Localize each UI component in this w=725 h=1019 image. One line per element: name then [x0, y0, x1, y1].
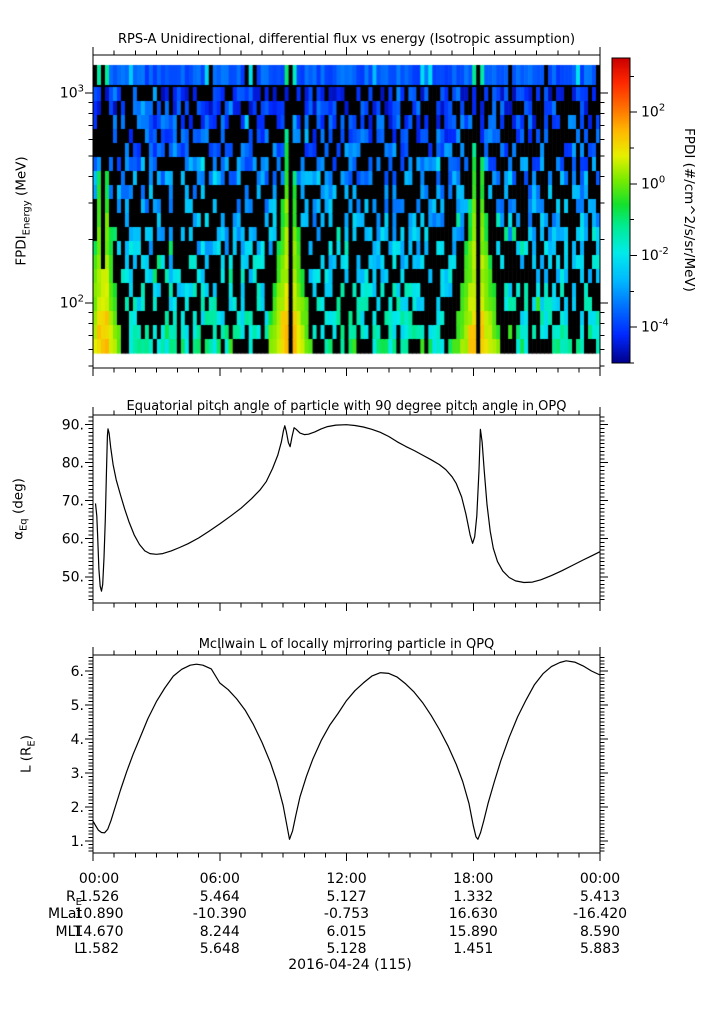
- table-value: 1.582: [78, 941, 120, 957]
- log-tick-label: 10-2: [641, 246, 669, 264]
- y-tick-label: 6.: [71, 664, 84, 680]
- log-tick-label: 102: [641, 103, 665, 121]
- spectrogram-heatmap: [93, 55, 600, 368]
- log-tick-label: 10-4: [641, 318, 669, 336]
- x-tick-label: 00:00: [579, 871, 621, 887]
- table-value: 14.670: [74, 923, 124, 940]
- table-value: 5.464: [199, 888, 240, 905]
- y-tick-label: 60.: [62, 532, 84, 548]
- table-row-label: RE: [65, 888, 82, 908]
- spectrogram-title: RPS-A Unidirectional, differential flux …: [117, 32, 576, 47]
- mcilwain-l: 1. 2. 3. 4. 5. 6.: [71, 647, 608, 861]
- spectrogram-axes: 102 103: [60, 47, 608, 376]
- y-tick-label: 2.: [71, 800, 84, 816]
- table-value: 1.451: [453, 941, 494, 957]
- mcilwain-l-title: McIlwain L of locally mirroring particle…: [198, 637, 495, 652]
- y-tick-label: 5.: [71, 698, 84, 714]
- table-value: 10.890: [74, 906, 124, 922]
- y-tick-label: 50.: [62, 570, 84, 586]
- pitch-angle-curve: [94, 424, 601, 592]
- table-value: 15.890: [448, 923, 498, 940]
- x-tick-label: 06:00: [199, 871, 240, 887]
- table-value: 5.648: [199, 941, 240, 957]
- table-value: 1.526: [78, 888, 120, 905]
- date-label: 2016-04-24 (115): [288, 957, 412, 973]
- y-tick-label: 1.: [71, 834, 84, 850]
- table-value: 5.127: [326, 888, 367, 905]
- y-tick-label: 80.: [62, 456, 84, 472]
- y-tick-label: 70.: [62, 494, 84, 510]
- table-row-label: MLat: [48, 906, 82, 922]
- table-value: -0.753: [323, 906, 370, 922]
- table-value: 8.590: [579, 923, 621, 940]
- table-value: 5.128: [326, 941, 367, 957]
- log-tick-label: 102: [60, 293, 84, 311]
- colorbar-gradient: [612, 58, 630, 363]
- table-row-label: MLT: [55, 923, 82, 940]
- x-tick-label: 00:00: [78, 871, 120, 887]
- log-tick-label: 100: [641, 174, 665, 192]
- mcilwain-l-curve: [92, 660, 601, 840]
- pitch-angle-title: Equatorial pitch angle of particle with …: [126, 399, 567, 414]
- log-tick-label: 103: [60, 83, 84, 101]
- pitch-angle: 50. 60. 70. 80. 90.: [62, 407, 608, 611]
- table-value: 5.883: [579, 941, 621, 957]
- table-value: 8.244: [199, 923, 240, 940]
- table-value: -10.390: [192, 906, 247, 922]
- table-value: 5.413: [579, 888, 621, 905]
- y-tick-label: 3.: [71, 766, 84, 782]
- y-tick-label: 90.: [62, 417, 84, 433]
- y-tick-label: 4.: [71, 732, 84, 748]
- colorbar-axis: 102 100 10-2 10-4: [611, 57, 669, 364]
- subscript: E: [75, 896, 82, 908]
- x-tick-label: 12:00: [326, 871, 367, 887]
- table-value: 1.332: [453, 888, 494, 905]
- x-tick-label: 18:00: [453, 871, 494, 887]
- table-value: 6.015: [326, 923, 367, 940]
- table-value: 16.630: [448, 906, 498, 922]
- table-value: -16.420: [572, 906, 628, 922]
- table-row-label: L: [74, 941, 82, 957]
